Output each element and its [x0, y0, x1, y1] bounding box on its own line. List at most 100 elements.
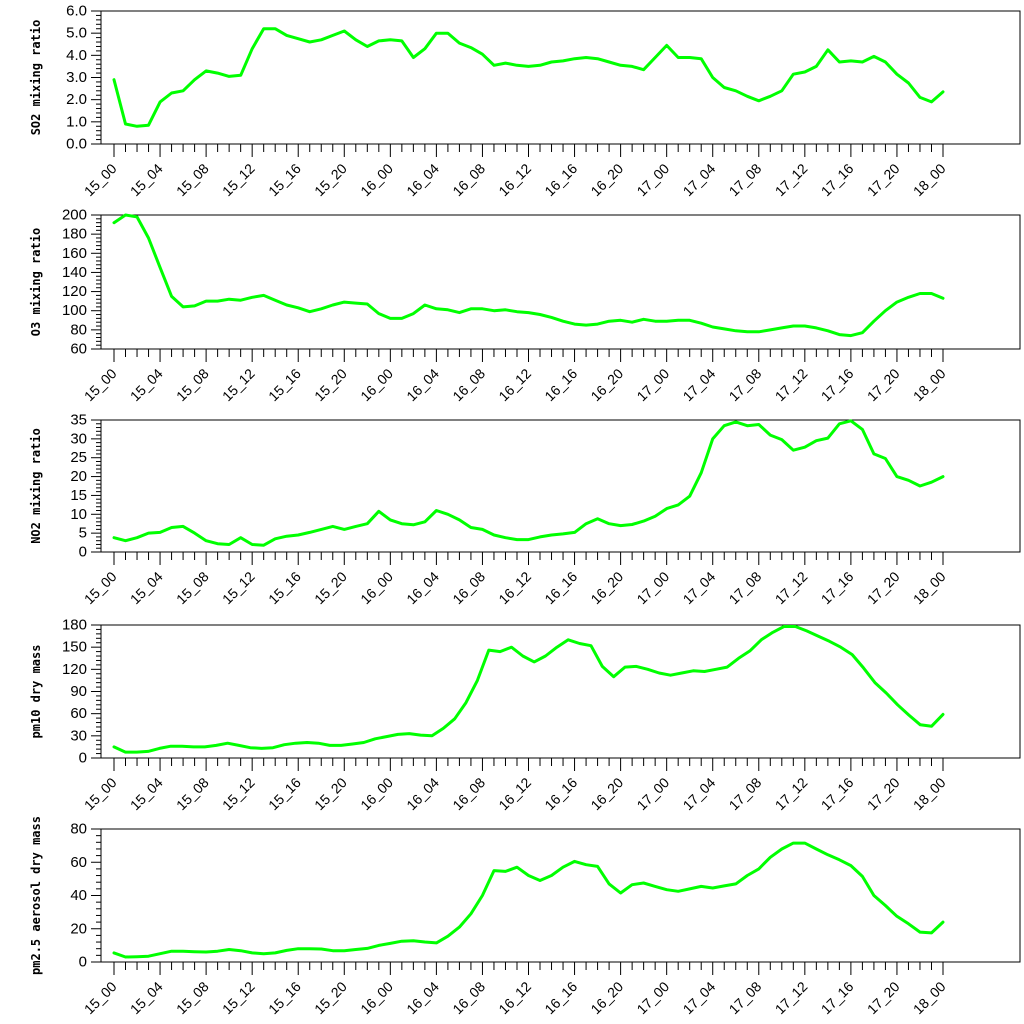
x-tick-label: 17_00 — [633, 160, 672, 199]
y-tick-label: 30 — [70, 727, 87, 744]
y-tick-label: 120 — [62, 283, 87, 300]
x-tick-label: 15_04 — [127, 978, 166, 1017]
x-tick-label: 17_20 — [864, 978, 903, 1017]
x-tick-label: 15_08 — [173, 774, 212, 813]
x-tick-label: 18_00 — [910, 978, 949, 1017]
x-tick-label: 18_00 — [910, 568, 949, 607]
series-line — [112, 27, 945, 128]
x-tick-label: 15_20 — [311, 568, 350, 607]
plot-frame — [100, 10, 1021, 145]
x-tick-label: 16_16 — [541, 774, 580, 813]
x-tick-label: 15_08 — [173, 160, 212, 199]
y-axis-label: O3 mixing ratio — [29, 228, 43, 336]
x-tick-label: 15_00 — [81, 160, 120, 199]
series-line — [112, 841, 945, 959]
series-line — [112, 625, 945, 754]
x-tick-label: 16_08 — [449, 774, 488, 813]
x-tick-label: 16_20 — [587, 365, 626, 404]
x-tick-label: 17_12 — [772, 160, 811, 199]
x-tick-label: 16_00 — [357, 160, 396, 199]
x-tick-label: 16_20 — [587, 774, 626, 813]
x-tick-label: 15_16 — [265, 774, 304, 813]
x-tick-label: 16_08 — [449, 978, 488, 1017]
x-tick-label: 16_20 — [587, 568, 626, 607]
y-tick-label: 80 — [70, 821, 87, 838]
x-tick-label: 17_12 — [772, 568, 811, 607]
x-tick-label: 16_04 — [403, 160, 442, 199]
x-tick-label: 17_04 — [680, 160, 719, 199]
x-tick-label: 16_00 — [357, 568, 396, 607]
x-tick-label: 17_20 — [864, 160, 903, 199]
y-tick-label: 35 — [70, 412, 87, 429]
x-tick-label: 16_12 — [495, 160, 534, 199]
x-tick-label: 15_04 — [127, 568, 166, 607]
x-tick-label: 15_00 — [81, 568, 120, 607]
y-axis-label: SO2 mixing ratio — [29, 20, 43, 136]
x-tick-label: 17_00 — [633, 774, 672, 813]
x-tick-label: 17_16 — [818, 365, 857, 404]
x-tick-label: 16_00 — [357, 774, 396, 813]
x-tick-label: 16_04 — [403, 568, 442, 607]
x-tick-label: 15_12 — [219, 978, 258, 1017]
x-tick-label: 16_16 — [541, 568, 580, 607]
y-tick-label: 0.0 — [66, 136, 87, 153]
x-tick-label: 17_04 — [680, 774, 719, 813]
y-tick-label: 60 — [70, 705, 87, 722]
x-tick-label: 16_00 — [357, 978, 396, 1017]
x-tick-label: 16_12 — [495, 774, 534, 813]
x-tick-label: 17_12 — [772, 365, 811, 404]
y-tick-label: 5.0 — [66, 25, 87, 42]
x-tick-label: 16_12 — [495, 365, 534, 404]
x-tick-label: 15_08 — [173, 978, 212, 1017]
y-tick-label: 180 — [62, 617, 87, 634]
x-tick-label: 15_12 — [219, 568, 258, 607]
x-tick-label: 16_04 — [403, 774, 442, 813]
x-tick-label: 17_00 — [633, 568, 672, 607]
x-tick-label: 15_16 — [265, 978, 304, 1017]
x-tick-label: 16_04 — [403, 978, 442, 1017]
x-tick-label: 17_00 — [633, 365, 672, 404]
x-tick-label: 17_08 — [726, 774, 765, 813]
x-tick-label: 17_12 — [772, 774, 811, 813]
x-tick-label: 15_00 — [81, 774, 120, 813]
y-tick-label: 80 — [70, 321, 87, 338]
x-tick-label: 17_16 — [818, 774, 857, 813]
y-tick-label: 2.0 — [66, 91, 87, 108]
y-tick-label: 0 — [79, 544, 87, 561]
x-tick-label: 18_00 — [910, 160, 949, 199]
x-tick-label: 17_16 — [818, 978, 857, 1017]
x-tick-label: 15_16 — [265, 568, 304, 607]
x-tick-label: 17_00 — [633, 978, 672, 1017]
chart-panel-1: 0.01.02.03.04.05.06.015_00 15_04 15_08 15_1… — [29, 3, 1021, 199]
y-tick-label: 40 — [70, 887, 87, 904]
y-tick-label: 1.0 — [66, 113, 87, 130]
x-tick-label: 16_04 — [403, 365, 442, 404]
y-axis-label: pm2.5 aerosol dry mass — [29, 816, 43, 975]
x-tick-label: 15_04 — [127, 365, 166, 404]
x-tick-label: 15_20 — [311, 774, 350, 813]
y-tick-label: 150 — [62, 639, 87, 656]
y-tick-label: 3.0 — [66, 69, 87, 86]
x-tick-label: 15_20 — [311, 978, 350, 1017]
y-tick-label: 160 — [62, 245, 87, 262]
y-tick-label: 120 — [62, 661, 87, 678]
x-tick-label: 17_20 — [864, 774, 903, 813]
x-tick-label: 15_16 — [265, 160, 304, 199]
x-tick-label: 17_08 — [726, 365, 765, 404]
series-line — [112, 213, 945, 338]
x-tick-label: 16_08 — [449, 365, 488, 404]
x-tick-label: 15_16 — [265, 365, 304, 404]
y-tick-label: 10 — [70, 506, 87, 523]
x-tick-label: 15_04 — [127, 774, 166, 813]
y-tick-label: 0 — [79, 954, 87, 971]
y-tick-label: 30 — [70, 430, 87, 447]
y-axis-label: NO2 mixing ratio — [29, 428, 43, 544]
y-tick-label: 25 — [70, 449, 87, 466]
x-tick-label: 15_00 — [81, 365, 120, 404]
x-tick-label: 17_20 — [864, 365, 903, 404]
x-tick-label: 17_16 — [818, 160, 857, 199]
x-tick-label: 15_20 — [311, 365, 350, 404]
x-tick-label: 18_00 — [910, 774, 949, 813]
